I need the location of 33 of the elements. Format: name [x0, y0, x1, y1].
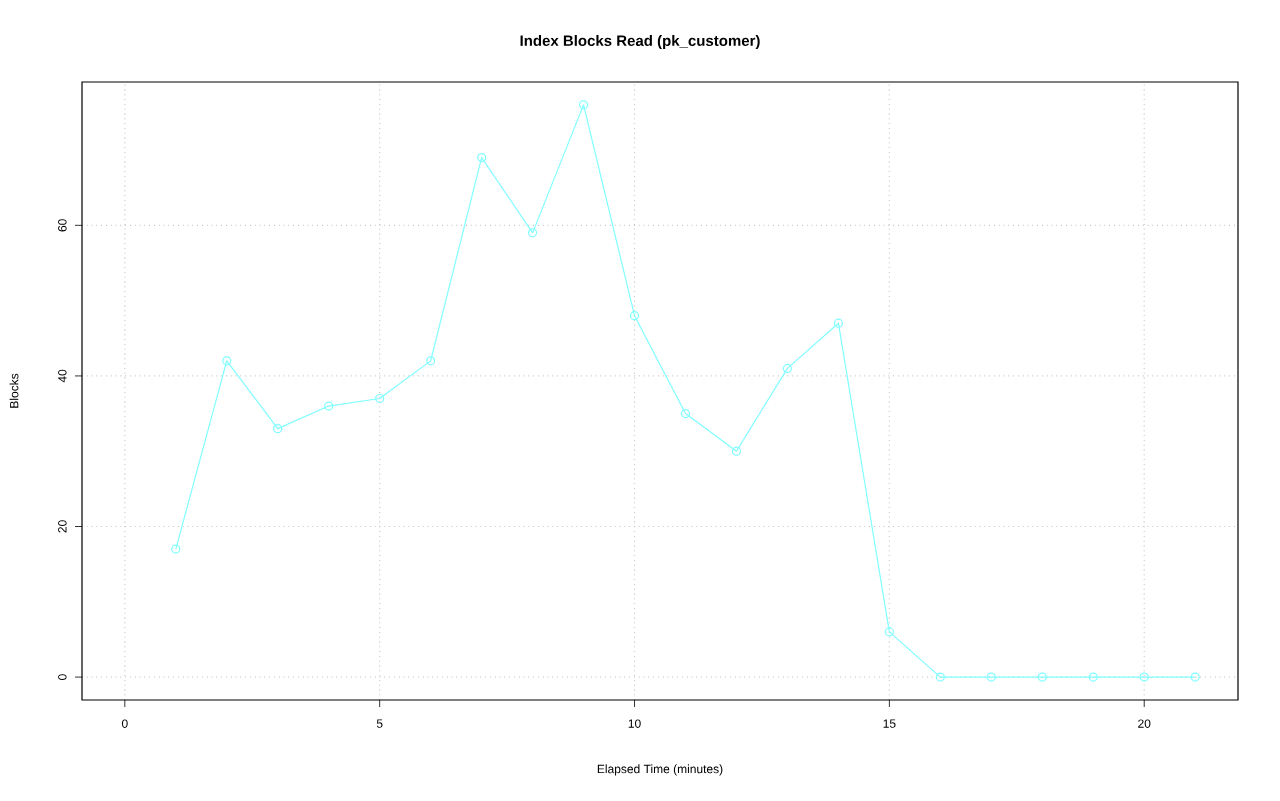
point [731, 446, 742, 456]
point [884, 627, 894, 637]
point [222, 356, 232, 366]
y-axis-title: Blocks [9, 373, 19, 408]
chart-title: Index Blocks Read (pk_customer) [520, 35, 760, 49]
point [1190, 672, 1200, 682]
point [680, 408, 691, 419]
point [833, 318, 843, 328]
point [1037, 672, 1047, 682]
point [527, 228, 538, 238]
y-tick-label: 40 [58, 369, 67, 383]
point [171, 544, 181, 554]
y-tick-label: 20 [58, 520, 67, 533]
point [1139, 672, 1149, 682]
y-tick-label: 0 [58, 674, 67, 680]
point [578, 100, 589, 110]
x-tick-label: 5 [376, 719, 383, 728]
x-tick-label: 15 [883, 719, 896, 728]
point [477, 152, 487, 163]
y-tick-label: 60 [58, 219, 67, 232]
x-tick-label: 0 [121, 719, 128, 728]
point [1088, 672, 1098, 682]
point [782, 363, 793, 373]
point [986, 672, 996, 682]
x-tick-label: 10 [628, 719, 641, 728]
point [273, 424, 283, 434]
x-tick-label: 20 [1138, 719, 1151, 728]
point [375, 393, 385, 404]
point [935, 672, 945, 682]
x-axis-title: Elapsed Time (minutes) [597, 764, 723, 776]
point [324, 401, 334, 411]
point [629, 311, 640, 321]
point [426, 356, 436, 366]
